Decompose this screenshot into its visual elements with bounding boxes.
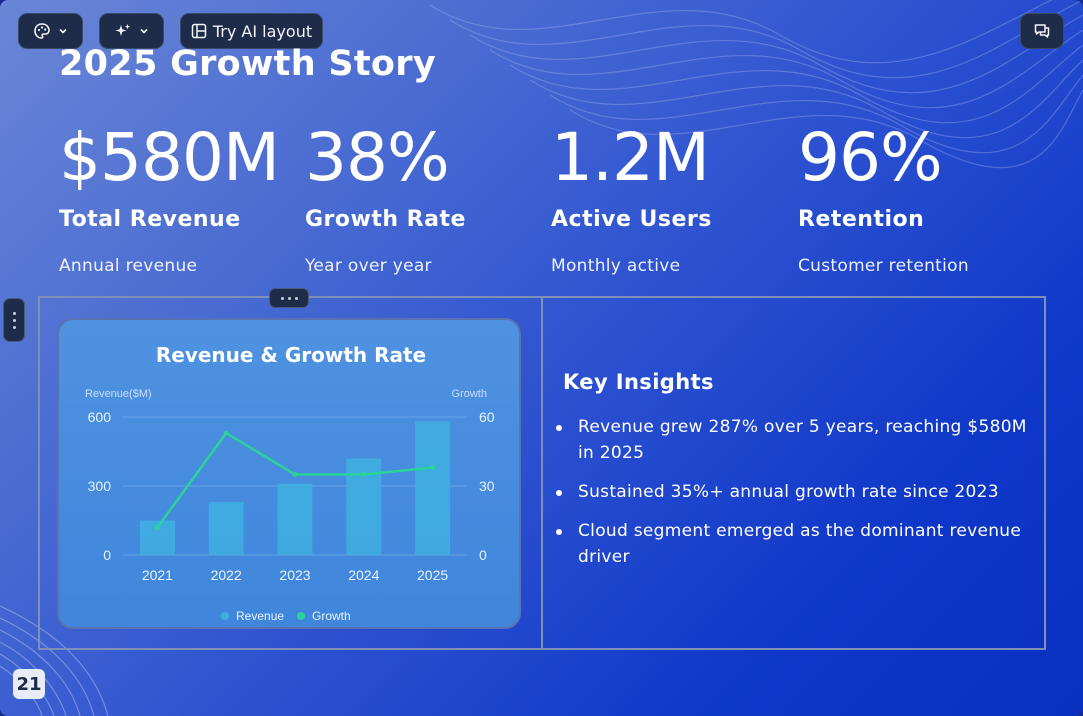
slide-title: 2025 Growth Story [59,44,436,84]
try-ai-layout-label: Try AI layout [212,21,313,41]
sparkles-icon [115,24,130,36]
insight-item: Cloud segment emerged as the dominant re… [556,518,1028,570]
try-ai-layout-button[interactable]: Try AI layout [180,13,323,49]
kpi-subtitle: Annual revenue [59,256,198,276]
kpi-label: Total Revenue [59,207,241,232]
kpi-label: Retention [798,207,925,232]
ai-menu-button[interactable] [99,13,164,49]
x-tick-label: 2022 [211,567,242,583]
chevron-down-icon [58,28,67,34]
left-tick-label: 600 [88,409,112,425]
chart-card[interactable]: Revenue & Growth Rate Revenue($M) Growth 0 3… [57,318,521,629]
kpi-label: Active Users [551,207,712,232]
chevron-down-icon [139,28,148,34]
column-divider[interactable] [541,296,543,650]
x-tick-label: 2025 [417,567,448,583]
point-growth-2023 [292,472,298,477]
kpi-subtitle: Customer retention [798,256,969,276]
right-tick-label: 30 [479,478,495,494]
drag-handle-vertical[interactable] [3,298,25,342]
bar-revenue-2023 [277,483,313,555]
left-tick-label: 300 [88,478,112,494]
chart-title: Revenue & Growth Rate [156,343,426,367]
legend-label-growth: Growth [312,609,351,623]
insights-list: Revenue grew 287% over 5 years, reaching… [556,414,1028,570]
point-growth-2024 [361,472,367,477]
kpi-growth-rate: 38% Growth Rate Year over year [305,118,465,276]
legend-swatch-revenue [221,612,229,620]
kpi-retention: 96% Retention Customer retention [798,118,969,276]
comments-icon [1034,24,1050,38]
insight-item: Sustained 35%+ annual growth rate since … [556,479,1028,505]
point-growth-2021 [154,524,160,530]
kpi-subtitle: Year over year [305,256,432,276]
right-axis-label: Growth [452,388,487,400]
legend-label-revenue: Revenue [236,609,284,623]
bar-revenue-2025 [415,421,451,555]
kpi-total-revenue: $580M Total Revenue Annual revenue [59,118,280,276]
kpi-value: $580M [59,119,280,196]
insights-title: Key Insights [563,370,714,394]
palette-icon [33,23,50,39]
comments-button[interactable] [1020,13,1064,49]
key-insights: Key Insights Revenue grew 287% over 5 ye… [556,370,1028,583]
theme-button[interactable] [18,13,83,49]
left-tick-label: 0 [103,547,111,563]
insight-item: Revenue grew 287% over 5 years, reaching… [556,414,1028,466]
x-tick-label: 2021 [142,567,173,583]
point-growth-2022 [223,430,229,436]
x-tick-label: 2024 [348,567,379,583]
bar-revenue-2022 [208,502,244,555]
right-tick-label: 60 [479,409,495,425]
page-number[interactable]: 21 [13,669,45,699]
kpi-label: Growth Rate [305,207,466,232]
kpi-subtitle: Monthly active [551,256,681,276]
kpi-value: 38% [305,119,450,196]
kpi-value: 96% [798,119,943,196]
x-tick-label: 2023 [279,567,310,583]
layout-icon [191,23,207,39]
drag-handle-horizontal[interactable] [269,288,309,308]
kpi-active-users: 1.2M Active Users Monthly active [551,118,711,276]
right-tick-label: 0 [479,547,487,563]
point-growth-2025 [430,465,436,471]
revenue-growth-chart: Revenue & Growth Rate Revenue($M) Growth 0 3… [85,343,495,623]
legend-swatch-growth [297,612,305,620]
kpi-value: 1.2M [551,119,710,196]
left-axis-label: Revenue($M) [85,388,152,400]
